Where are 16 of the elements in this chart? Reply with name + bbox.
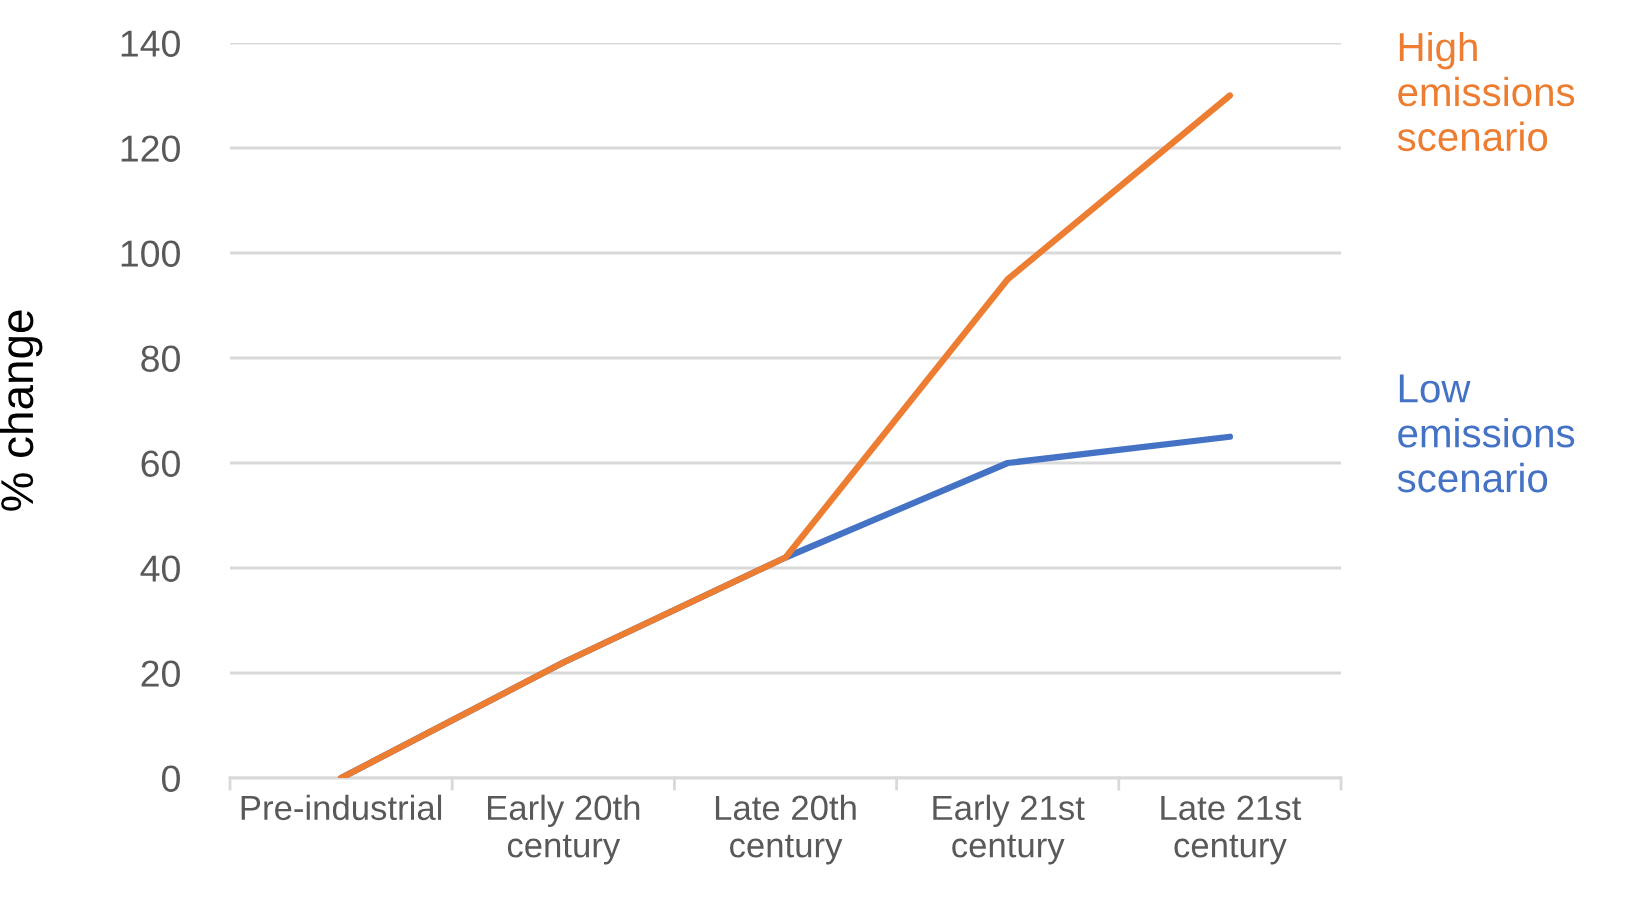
y-tick-label: 40: [140, 555, 180, 582]
y-tick-label: 60: [141, 450, 180, 477]
y-axis-title: % change: [0, 310, 43, 511]
y-tick-label: 120: [121, 135, 180, 162]
text: High emissions scenario: [1397, 31, 1575, 152]
y-tick-label: 20: [141, 660, 180, 687]
x-tick-label: Late 21st century: [1161, 795, 1302, 865]
x-tick-label: Early 21st century: [933, 794, 1085, 865]
y-tick-label: 80: [141, 345, 180, 372]
y-tick-label: 0: [162, 765, 180, 792]
text: Low emissions scenario: [1397, 374, 1575, 493]
y-tick-label: 100: [121, 240, 180, 267]
y-tick-label: 140: [121, 30, 180, 57]
x-tick-label: Pre-industrial: [241, 794, 442, 821]
x-tick-label: Early 20th century: [487, 794, 640, 865]
x-tick-label: Late 20th century: [715, 794, 856, 865]
